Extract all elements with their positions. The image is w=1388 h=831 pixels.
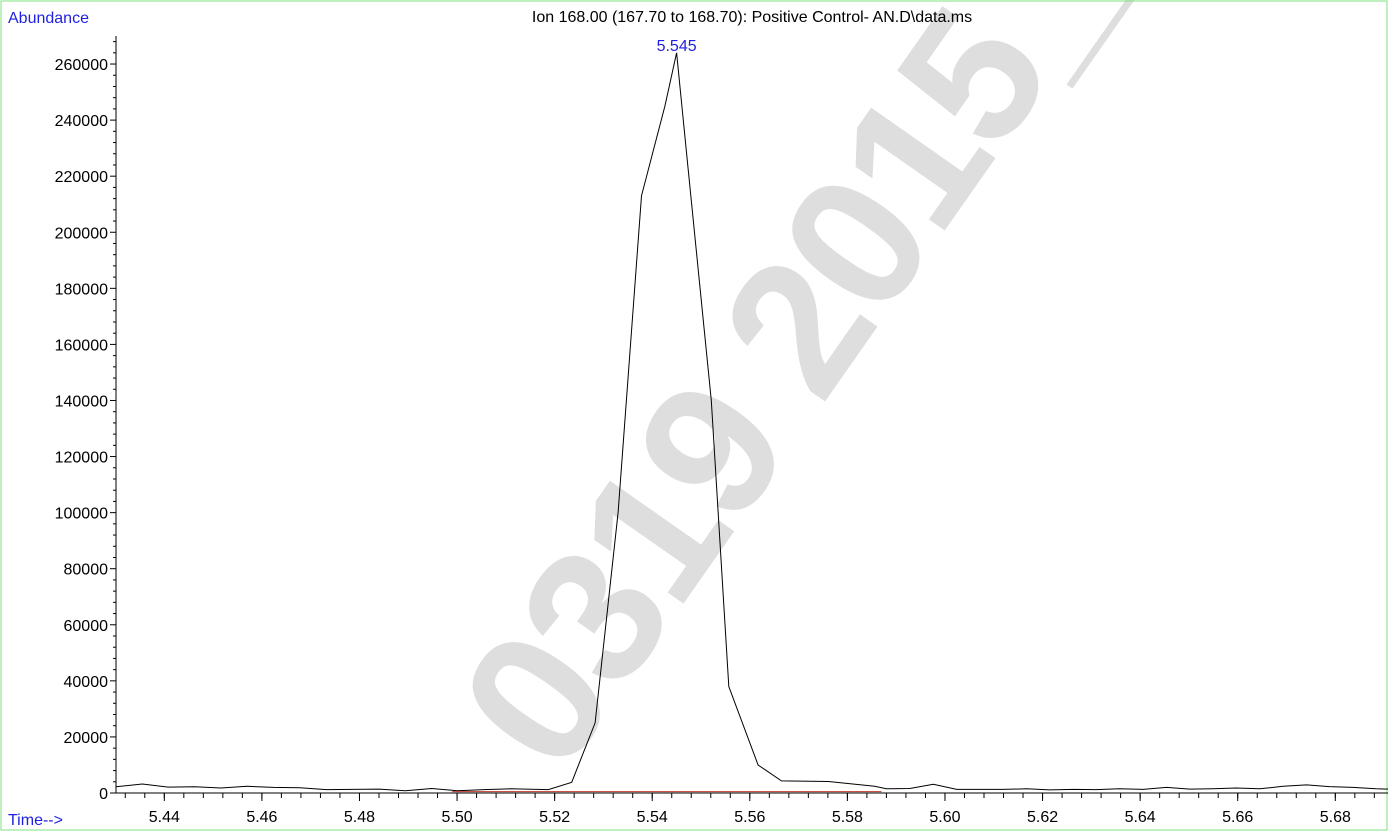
y-tick-label: 240000 bbox=[55, 113, 108, 130]
annotation-layer: 5.545 bbox=[657, 38, 697, 55]
y-tick-label: 40000 bbox=[64, 674, 109, 691]
y-tick-label: 200000 bbox=[55, 225, 108, 242]
x-tick-label: 5.50 bbox=[441, 809, 472, 826]
y-tick-label: 220000 bbox=[55, 169, 108, 186]
y-tick-label: 80000 bbox=[64, 562, 109, 579]
x-axis-label: Time--> bbox=[8, 812, 63, 829]
y-tick-label: 160000 bbox=[55, 337, 108, 354]
y-tick-label: 140000 bbox=[55, 393, 108, 410]
x-tick-label: 5.44 bbox=[149, 809, 180, 826]
chromatogram-trace bbox=[115, 52, 1388, 792]
y-ticks: 0 20000 40000 60000 80000 100000 120000 140000 1… bbox=[55, 41, 116, 803]
x-tick-label: 5.56 bbox=[734, 809, 765, 826]
x-ticks: 5.44 5.46 5.48 5.50 5.52 5.54 5.56 5.58 5.60 5.62… bbox=[124, 793, 1375, 826]
y-tick-label: 60000 bbox=[64, 618, 109, 635]
y-tick-label: 260000 bbox=[55, 57, 108, 74]
chart-title: Ion 168.00 (167.70 to 168.70): Positive … bbox=[532, 9, 972, 26]
x-tick-label: 5.66 bbox=[1222, 809, 1253, 826]
axes bbox=[115, 36, 1388, 794]
y-axis-label: Abundance bbox=[8, 10, 89, 27]
x-tick-label: 5.54 bbox=[637, 809, 668, 826]
y-tick-label: 180000 bbox=[55, 281, 108, 298]
y-tick-label: 120000 bbox=[55, 450, 108, 467]
x-tick-label: 5.62 bbox=[1027, 809, 1058, 826]
x-tick-label: 5.46 bbox=[246, 809, 277, 826]
y-tick-label: 100000 bbox=[55, 506, 108, 523]
y-tick-label: 0 bbox=[99, 786, 108, 803]
x-tick-label: 5.52 bbox=[539, 809, 570, 826]
x-tick-label: 5.48 bbox=[344, 809, 375, 826]
x-tick-label: 5.58 bbox=[832, 809, 863, 826]
peak-label: 5.545 bbox=[657, 38, 697, 55]
series-layer bbox=[115, 52, 1388, 793]
x-tick-label: 5.60 bbox=[929, 809, 960, 826]
x-tick-label: 5.68 bbox=[1320, 809, 1351, 826]
x-tick-label: 5.64 bbox=[1125, 809, 1156, 826]
y-tick-label: 20000 bbox=[64, 730, 109, 747]
